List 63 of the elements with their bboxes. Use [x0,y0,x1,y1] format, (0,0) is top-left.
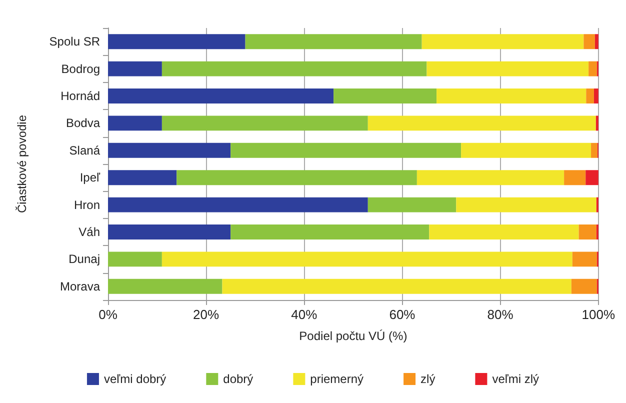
bar [108,197,368,212]
bar [222,278,572,294]
bar [108,34,246,50]
bar [596,116,598,131]
bar [572,252,597,267]
bar [586,88,594,104]
legend-label: priemerný [310,372,364,386]
bar [591,142,598,158]
bar [436,88,586,104]
y-tick-label: Hron [74,198,100,212]
bar [108,61,162,76]
y-tick-label: Ipeľ [80,170,100,185]
bar [108,224,231,240]
bar [368,116,596,131]
bar [108,116,162,131]
legend-label: dobrý [223,372,254,386]
bar [108,252,162,267]
bar [108,278,222,294]
bar [594,88,598,104]
bar [588,61,597,76]
bar [586,170,598,186]
y-tick-label: Hornád [60,89,100,103]
bar [564,170,586,186]
bar [230,224,430,240]
legend-label: veľmi zlý [492,372,540,386]
bar [368,197,456,212]
bar [334,88,437,104]
bar [162,61,427,76]
bar [594,34,598,50]
bar [461,142,592,158]
y-axis-title: Čiastkové povodie [15,114,29,214]
x-tick-label: 40% [291,307,318,322]
bar [578,224,596,240]
x-axis-title: Podiel počtu VÚ (%) [299,329,408,343]
bar [422,34,584,50]
x-tick-label: 20% [193,307,220,322]
x-tick-label: 60% [389,307,416,322]
bar [108,88,334,104]
y-tick-label: Bodrog [61,62,100,76]
bar [584,34,595,50]
x-tick-label: 80% [487,307,514,322]
bar [429,224,579,240]
x-tick-label: 100% [582,307,616,322]
y-tick-label: Váh [78,225,100,239]
y-tick-label: Bodva [66,116,100,130]
y-tick-label: Morava [60,279,100,294]
bar [456,197,596,212]
legend-label: veľmi dobrý [104,372,166,386]
bar [176,170,417,186]
y-tick-label: Spolu SR [49,34,100,49]
bar [162,116,368,131]
y-tick-label: Slaná [69,143,100,158]
bar [571,278,597,294]
x-tick-label: 0% [98,307,118,322]
bar [108,170,177,186]
y-tick-label: Dunaj [68,252,100,266]
bar [245,34,422,50]
bar [162,252,572,267]
bar [416,170,564,186]
bar [426,61,589,76]
bar [108,142,231,158]
bar [230,142,462,158]
legend-label: zlý [420,372,436,386]
